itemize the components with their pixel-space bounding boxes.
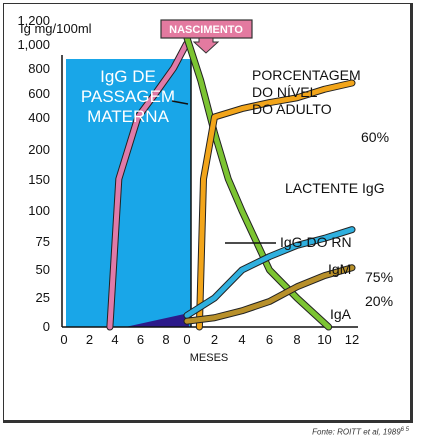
x-tick-label-before: 0 [60,332,67,347]
source-text: Fonte: ROITT et al, 1989 [312,428,401,437]
x-axis-title: MESES [190,352,229,364]
series-line [184,227,355,318]
y-tick-label: 150 [28,172,50,187]
y-tick-label: 1,000 [17,37,50,52]
y-tick-label: 0 [43,319,50,334]
series-label-iga: IgA [330,306,352,322]
y-tick-label: 50 [36,262,50,277]
y-tick-label: 100 [28,203,50,218]
y-tick-label: 800 [28,61,50,76]
adult-percent-label: DO ADULTO [252,101,332,117]
x-tick-label-before: 8 [162,332,169,347]
end-label-iga: 20% [365,293,393,309]
series-label-igg-rn: IgG DO RN [280,234,352,250]
x-tick-label-before: 4 [111,332,118,347]
end-label-lactente-igg: 60% [361,129,389,145]
series-line [184,265,355,324]
adult-percent-label: PORCENTAGEM [252,67,361,83]
x-tick-label-after: 12 [345,332,359,347]
maternal-igg-region [66,59,191,327]
x-tick-label-after: 4 [238,332,245,347]
series-label-lactente-igg: LACTENTE IgG [285,180,385,196]
y-tick-label: 75 [36,234,50,249]
series-line [107,41,189,330]
x-tick-label-before: 2 [86,332,93,347]
adult-percent-label: DO NÍVEL [252,84,318,100]
y-tick-label: 400 [28,110,50,125]
birth-arrow [192,37,220,54]
y-tick-label: 25 [36,290,50,305]
x-tick-label-after: 2 [211,332,218,347]
x-tick-label-after: 6 [266,332,273,347]
figure-border [3,3,413,423]
end-label-igm: 75% [365,269,393,285]
maternal-region-label: MATERNA [87,107,170,126]
source-caption: Fonte: ROITT et al, 19896 5 [312,427,409,437]
series-line [196,80,355,330]
series-label-igm: IgM [328,261,351,277]
maternal-pointer [171,100,189,105]
maternal-region-label: IgG DE [100,67,156,86]
series-line [184,35,332,330]
maternal-region-label: PASSAGEM [81,87,175,106]
x-tick-label-after: 10 [317,332,331,347]
y-tick-label: 600 [28,86,50,101]
y-axis-title: Ig mg/100ml [20,21,92,36]
x-tick-label-after: 0 [183,332,190,347]
y-tick-label: 1,200 [17,13,50,28]
x-tick-label-before: 6 [137,332,144,347]
x-tick-label-after: 8 [293,332,300,347]
fetal-igm-wedge [125,313,189,327]
source-reference: 6 5 [400,427,409,434]
y-tick-label: 200 [28,142,50,157]
birth-label: NASCIMENTO [169,24,243,36]
